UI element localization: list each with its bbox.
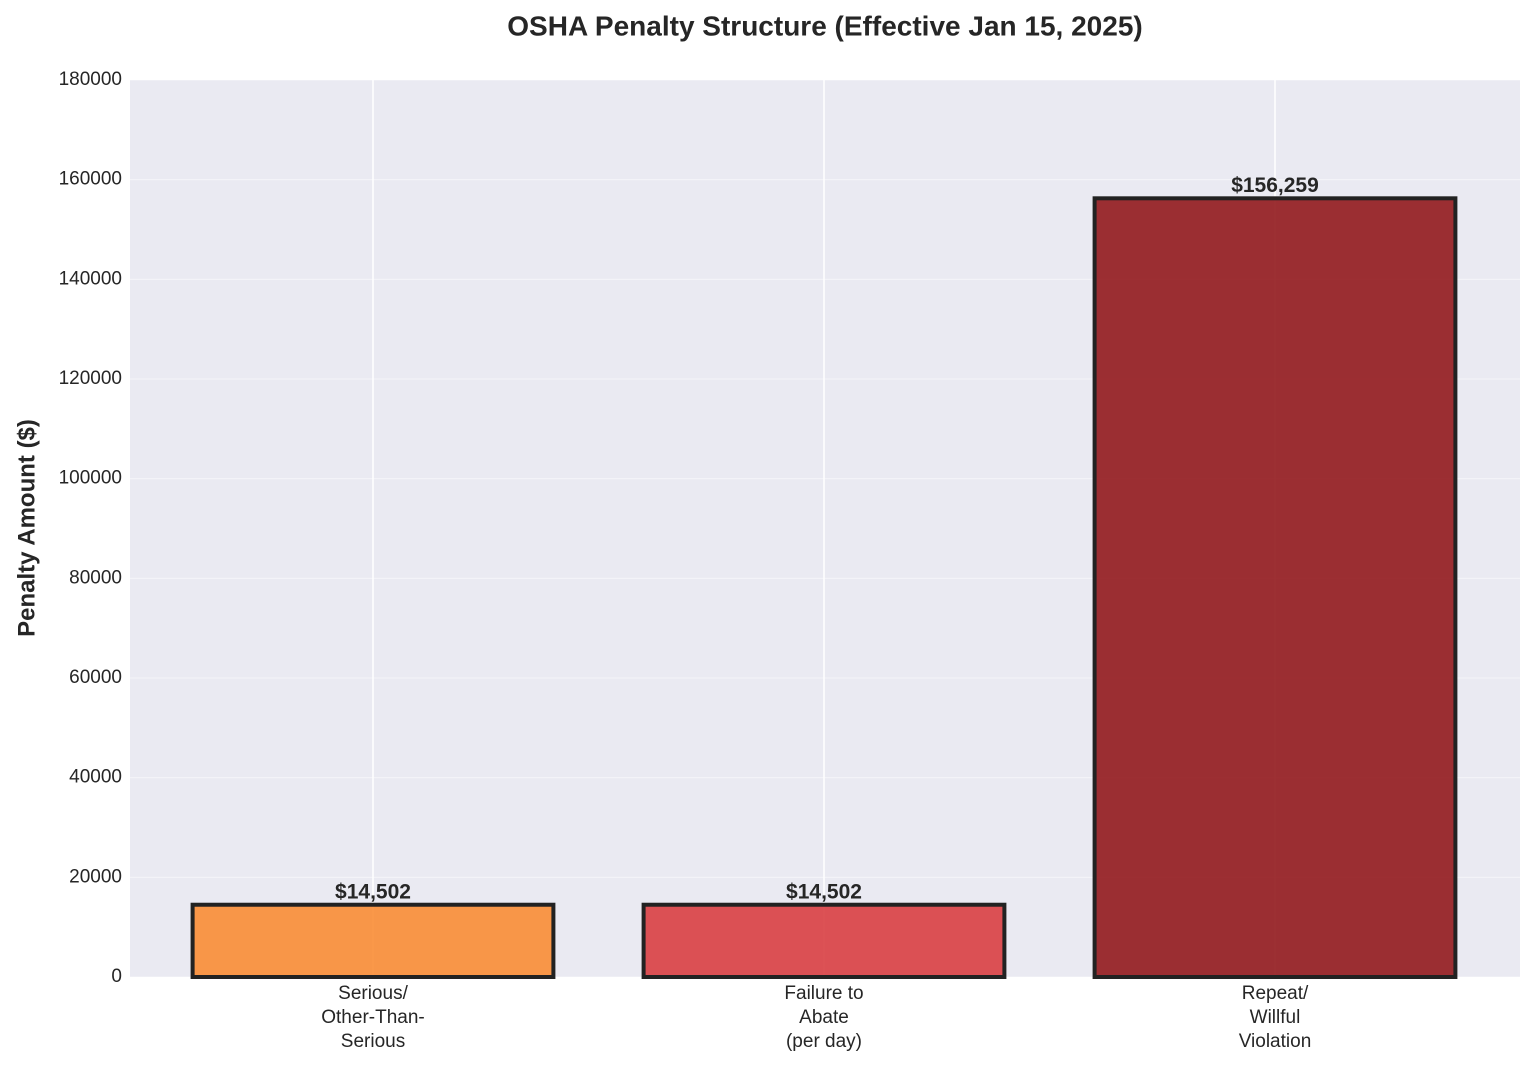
x-tick-label: Serious/ Other-Than- Serious	[321, 983, 425, 1052]
y-tick-label: 60000	[69, 667, 122, 688]
y-tick-label: 80000	[69, 567, 122, 588]
bar	[641, 902, 1007, 979]
x-tick-label: Failure to Abate (per day)	[784, 983, 864, 1052]
y-tick-label: 160000	[59, 169, 122, 190]
y-tick-label: 20000	[69, 866, 122, 887]
bar	[1092, 196, 1458, 979]
y-tick-label: 180000	[59, 69, 122, 90]
y-tick-label: 100000	[59, 468, 122, 489]
y-tick-label: 140000	[59, 268, 122, 289]
y-tick-label: 120000	[59, 368, 122, 389]
data-label: $14,502	[335, 880, 411, 903]
y-axis-label: Penalty Amount ($)	[13, 419, 40, 637]
chart-title: OSHA Penalty Structure (Effective Jan 15…	[507, 10, 1142, 41]
data-label: $156,259	[1231, 174, 1319, 197]
y-tick-label: 40000	[69, 767, 122, 788]
y-tick-label: 0	[111, 966, 122, 987]
data-label: $14,502	[786, 880, 862, 903]
x-tick-label: Repeat/ Willful Violation	[1238, 983, 1312, 1052]
bar	[190, 902, 556, 979]
